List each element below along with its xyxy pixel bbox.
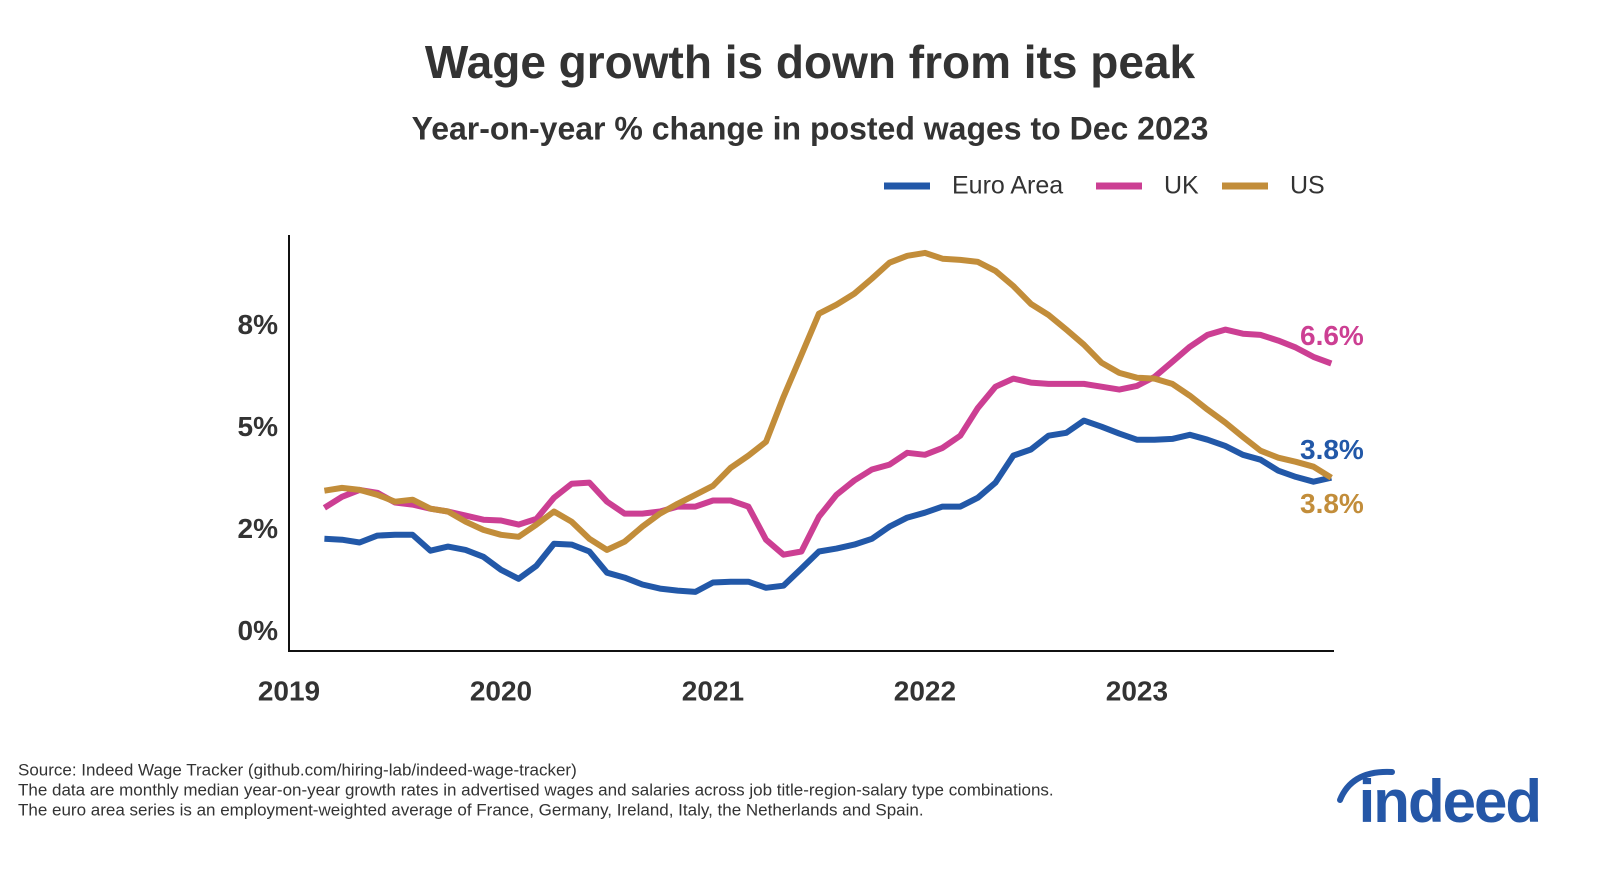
series-line	[323, 249, 1333, 553]
legend-label: UK	[1164, 172, 1199, 200]
legend-label: US	[1290, 172, 1325, 200]
euro-note: The euro area series is an employment-we…	[18, 800, 924, 819]
y-tick-label: 5%	[238, 411, 279, 442]
x-tick-label: 2021	[682, 675, 744, 706]
method-note: The data are monthly median year-on-year…	[18, 780, 1054, 799]
chart-title: Wage growth is down from its peak	[425, 36, 1196, 88]
logo-arc	[1337, 768, 1395, 803]
chart-subtitle: Year-on-year % change in posted wages to…	[412, 110, 1209, 146]
y-tick-label: 2%	[238, 513, 279, 544]
legend-label: Euro Area	[952, 172, 1063, 200]
logo: indeed	[1359, 768, 1540, 835]
x-tick-label: 2020	[470, 675, 532, 706]
series-line	[322, 326, 1333, 558]
y-tick-label: 0%	[238, 615, 279, 646]
series-line	[324, 417, 1332, 595]
end-label: 6.6%	[1300, 320, 1364, 351]
y-tick-label: 8%	[238, 309, 279, 340]
x-tick-label: 2022	[894, 675, 956, 706]
x-tick-label: 2019	[258, 675, 320, 706]
x-tick-label: 2023	[1106, 675, 1168, 706]
end-label: 3.8%	[1300, 488, 1364, 519]
source-note: Source: Indeed Wage Tracker (github.com/…	[18, 760, 577, 779]
end-label: 3.8%	[1300, 434, 1364, 465]
